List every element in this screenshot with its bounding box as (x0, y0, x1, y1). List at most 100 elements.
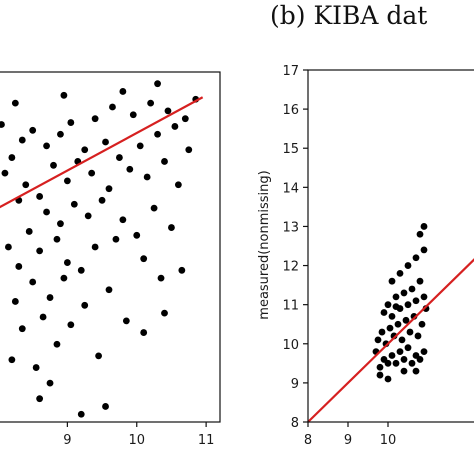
left-data-point (29, 278, 37, 286)
left-data-point (43, 208, 50, 216)
left-data-point (136, 142, 144, 150)
left-data-point (36, 395, 44, 403)
right-data-point (378, 328, 386, 336)
left-data-point (63, 259, 71, 266)
left-data-point (119, 88, 127, 95)
right-data-point (418, 320, 426, 328)
left-data-point (122, 317, 130, 325)
right-data-point (420, 293, 428, 301)
right-data-point (412, 297, 420, 305)
left-data-point (174, 181, 182, 189)
right-y-tick-label: 16 (282, 103, 299, 118)
left-data-point (0, 121, 5, 128)
right-data-point (392, 359, 400, 367)
left-data-point (181, 115, 189, 123)
right-data-point (386, 324, 394, 332)
left-data-point (109, 103, 116, 111)
left-data-point (88, 169, 96, 177)
right-data-point (400, 367, 408, 375)
left-x-ticks: 9 10 11 (63, 422, 214, 448)
left-x-tick-label: 10 (128, 433, 145, 448)
right-data-point (392, 293, 400, 301)
right-data-point (388, 313, 396, 320)
left-data-point (11, 99, 19, 107)
left-data-point (95, 352, 102, 360)
left-data-point (46, 379, 54, 387)
right-data-point (396, 348, 404, 355)
right-data-point (400, 356, 408, 363)
right-y-tick-label: 9 (291, 377, 299, 392)
right-data-point (416, 277, 424, 285)
left-data-point (81, 146, 89, 154)
left-data-point (154, 130, 161, 138)
right-data-point (394, 320, 402, 328)
right-y-tick-label: 11 (282, 299, 299, 314)
right-data-point (406, 328, 414, 336)
left-data-point (178, 266, 186, 274)
right-data-point (412, 254, 420, 262)
right-data-point (404, 301, 412, 309)
left-data-point (81, 301, 89, 309)
right-data-point (408, 285, 416, 293)
left-data-point (143, 173, 151, 181)
left-data-point (11, 298, 19, 305)
left-data-point (57, 130, 64, 138)
left-data-point (105, 286, 113, 294)
left-data-point (102, 138, 109, 146)
left-data-point (1, 169, 9, 177)
left-data-point (77, 266, 85, 274)
left-data-point (168, 224, 175, 231)
left-data-point (60, 91, 68, 99)
left-data-point (161, 309, 168, 317)
left-x-tick-label: 11 (198, 433, 215, 448)
left-data-point (102, 403, 109, 410)
right-y-tick-label: 14 (282, 181, 299, 196)
left-data-point (119, 216, 127, 224)
left-data-point (150, 204, 158, 212)
right-y-tick-label: 12 (282, 260, 299, 275)
right-data-point (376, 363, 384, 371)
left-data-point (98, 196, 106, 204)
left-plot-frame (0, 71, 221, 423)
left-data-point (29, 126, 37, 134)
right-data-point (384, 375, 392, 383)
left-data-point (91, 243, 99, 251)
left-data-point (53, 235, 61, 243)
right-data-point (408, 359, 416, 367)
right-data-point (404, 262, 412, 269)
right-data-point (384, 301, 392, 309)
left-data-point (140, 255, 148, 263)
left-scatter-panel: 9 10 11 (0, 71, 221, 448)
left-data-point (77, 410, 85, 418)
right-y-axis-label: measured(nonmissing) (257, 170, 272, 319)
left-data-point (36, 247, 44, 255)
right-fit-line (307, 258, 474, 423)
right-data-point (412, 367, 420, 375)
left-data-point (5, 243, 12, 251)
left-data-point (171, 123, 179, 130)
left-data-point (63, 177, 71, 185)
right-y-tick-label: 10 (282, 338, 299, 353)
right-x-ticks: 8 9 10 (304, 422, 396, 448)
right-data-point (400, 289, 408, 297)
right-x-tick-label: 10 (380, 433, 397, 448)
left-data-point (67, 321, 75, 329)
right-plot-frame (307, 69, 474, 423)
right-data-point (414, 332, 422, 340)
right-data-point (376, 371, 384, 379)
left-data-point (105, 185, 113, 193)
left-data-point (8, 356, 16, 364)
right-data-point (416, 230, 424, 238)
left-data-point (18, 325, 26, 333)
left-points-layer (0, 80, 204, 418)
left-data-point (22, 181, 30, 189)
left-data-point (164, 107, 172, 115)
left-data-point (157, 274, 165, 282)
left-fit-line (0, 96, 204, 209)
right-data-point (396, 305, 404, 312)
left-data-point (154, 80, 161, 88)
right-data-point (380, 356, 388, 363)
right-data-point (374, 336, 382, 344)
left-data-point (60, 274, 68, 282)
left-data-point (91, 115, 99, 123)
